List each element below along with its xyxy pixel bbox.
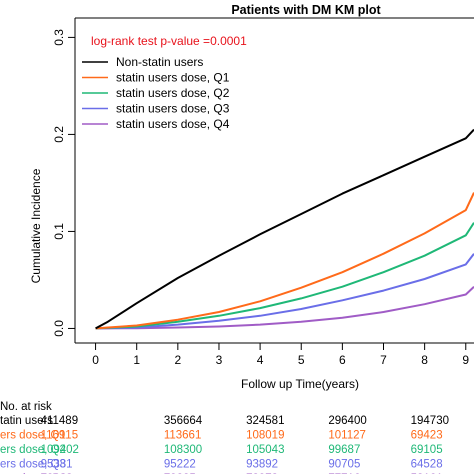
legend-label: Non-statin users	[116, 55, 203, 69]
x-axis-label: Follow up Time(years)	[241, 377, 359, 391]
x-tick-label: 2	[174, 353, 181, 367]
x-tick-label: 8	[421, 353, 428, 367]
risk-cell: 324581	[246, 415, 284, 427]
y-tick-label: 0.3	[52, 29, 66, 46]
risk-cell: 101127	[328, 430, 366, 442]
risk-row-label: tatin users	[0, 415, 53, 427]
x-tick-label: 0	[92, 353, 99, 367]
risk-cell: 95222	[164, 459, 196, 471]
y-axis: 0.0 0.1 0.2 0.3	[52, 29, 75, 337]
risk-cell: 99687	[328, 444, 360, 456]
y-axis-label: Cumulative Incidence	[29, 168, 43, 283]
chart-title: Patients with DM KM plot	[231, 3, 381, 17]
logrank-annotation: log-rank test p-value =0.0001	[91, 34, 247, 48]
risk-cell: 69105	[411, 444, 443, 456]
x-tick-label: 3	[216, 353, 223, 367]
legend-label: statin users dose, Q4	[116, 117, 230, 131]
legend-label: statin users dose, Q2	[116, 86, 230, 100]
risk-cell: 108300	[164, 444, 202, 456]
series-lines	[95, 128, 474, 330]
risk-row-label: ers dose, Q2	[0, 444, 66, 456]
x-tick-label: 7	[380, 353, 387, 367]
risk-cell: 411489	[41, 415, 79, 427]
x-tick-label: 5	[298, 353, 305, 367]
risk-cell: 105043	[246, 444, 284, 456]
risk-cell: 108019	[246, 430, 284, 442]
risk-row-label: ers dose, Q3	[0, 459, 66, 471]
risk-cell: 93892	[246, 459, 278, 471]
risk-cell: 109402	[41, 444, 79, 456]
risk-cell: 296400	[328, 415, 366, 427]
risk-cell: 116915	[41, 430, 79, 442]
legend-label: statin users dose, Q3	[116, 102, 230, 116]
y-tick-label: 0.2	[52, 126, 66, 143]
risk-cell: 194730	[411, 415, 449, 427]
risk-cell: 90705	[328, 459, 360, 471]
series-line-statin-users-dose-q3	[95, 253, 474, 330]
risk-cell: 113661	[164, 430, 202, 442]
series-line-non-statin-users	[95, 128, 474, 330]
x-tick-label: 1	[133, 353, 140, 367]
risk-cell: 69423	[411, 430, 443, 442]
risk-cell: 356664	[164, 415, 203, 427]
x-tick-label: 6	[339, 353, 346, 367]
series-line-statin-users-dose-q4	[95, 285, 474, 330]
risk-row-label: ers dose, Q1	[0, 430, 66, 442]
legend-label: statin users dose, Q1	[116, 71, 230, 85]
plot-area	[74, 17, 474, 344]
risk-cell: 95381	[41, 459, 73, 471]
y-tick-label: 0.1	[52, 223, 66, 240]
x-tick-label: 4	[257, 353, 264, 367]
x-axis: 0 1 2 3 4 5 6 7 8 9	[92, 343, 469, 367]
series-line-statin-users-dose-q2	[95, 222, 474, 330]
series-line-statin-users-dose-q1	[95, 192, 474, 330]
risk-cell: 64528	[411, 459, 443, 471]
y-tick-label: 0.0	[52, 320, 66, 337]
x-tick-label: 9	[462, 353, 469, 367]
risk-table-header: No. at risk	[0, 401, 52, 413]
